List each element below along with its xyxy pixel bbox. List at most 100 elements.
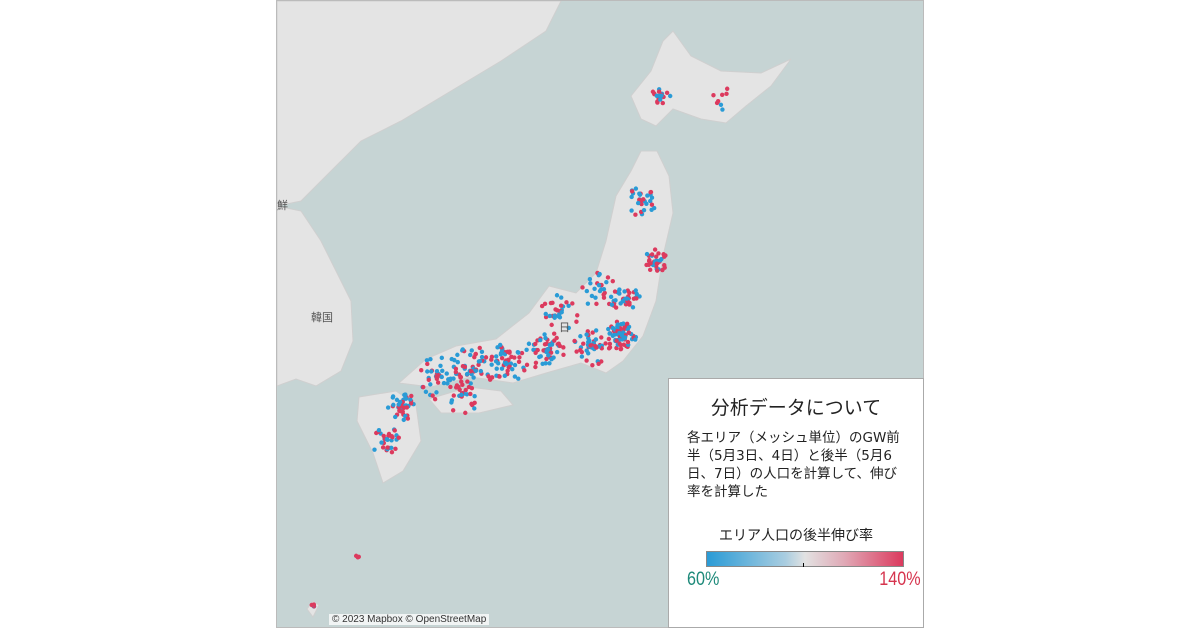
- area-marker: [473, 368, 478, 373]
- area-marker: [622, 289, 627, 294]
- area-marker: [610, 325, 616, 331]
- area-marker: [639, 201, 644, 207]
- area-marker: [468, 368, 474, 374]
- map-view[interactable]: 鮮 韓国 日 © 2023 Mapbox © OpenStreetMap: [276, 0, 924, 628]
- area-marker: [566, 325, 571, 331]
- area-marker: [499, 366, 505, 371]
- area-marker: [621, 321, 626, 326]
- area-marker: [633, 186, 639, 191]
- area-marker: [559, 295, 564, 300]
- area-marker: [543, 311, 548, 317]
- area-marker: [419, 368, 424, 373]
- area-marker: [455, 359, 461, 365]
- area-marker: [593, 328, 599, 333]
- area-marker: [649, 195, 655, 200]
- area-marker: [380, 445, 386, 450]
- area-marker: [661, 252, 666, 257]
- area-marker: [454, 383, 460, 388]
- area-marker: [449, 356, 454, 362]
- area-marker: [648, 190, 653, 195]
- area-marker: [539, 303, 545, 309]
- area-marker: [457, 387, 462, 392]
- area-marker: [579, 354, 585, 359]
- area-marker: [613, 305, 619, 310]
- area-marker: [486, 374, 491, 379]
- area-marker: [558, 303, 564, 308]
- area-marker: [547, 361, 552, 366]
- area-marker: [516, 359, 522, 364]
- area-marker: [463, 410, 468, 416]
- area-marker: [542, 342, 548, 347]
- area-marker: [584, 332, 589, 337]
- legend-midpoint-tick: [803, 563, 804, 567]
- area-marker: [601, 295, 607, 300]
- area-marker: [389, 445, 394, 450]
- area-marker: [644, 251, 650, 257]
- area-marker: [607, 341, 613, 347]
- area-marker: [584, 288, 590, 294]
- area-marker: [503, 360, 509, 366]
- area-marker: [478, 368, 484, 374]
- area-marker: [581, 341, 586, 346]
- area-marker: [516, 376, 521, 381]
- area-marker: [614, 338, 619, 343]
- area-marker: [379, 440, 384, 445]
- area-marker: [561, 352, 566, 357]
- area-marker: [578, 334, 583, 339]
- area-marker: [724, 91, 729, 96]
- area-marker: [465, 379, 470, 384]
- area-marker: [522, 368, 527, 373]
- area-marker: [408, 397, 413, 402]
- area-marker: [421, 384, 426, 390]
- area-marker: [381, 433, 386, 439]
- area-marker: [353, 553, 359, 559]
- area-marker: [658, 97, 663, 102]
- area-marker: [393, 414, 398, 420]
- map-attribution[interactable]: © 2023 Mapbox © OpenStreetMap: [329, 614, 490, 625]
- area-marker: [397, 408, 402, 413]
- map-label-south-korea: 韓国: [311, 311, 333, 324]
- area-marker: [624, 296, 630, 301]
- area-marker: [494, 366, 499, 371]
- area-marker: [633, 288, 638, 293]
- area-marker: [630, 305, 636, 310]
- area-marker: [434, 374, 439, 379]
- area-marker: [394, 397, 400, 403]
- area-marker: [608, 294, 614, 300]
- panel-title: 分析データについて: [710, 397, 882, 419]
- area-marker: [656, 89, 662, 94]
- area-marker: [533, 341, 538, 347]
- map-canvas[interactable]: [277, 1, 924, 628]
- area-marker: [489, 362, 494, 367]
- area-marker: [572, 338, 577, 344]
- area-marker: [516, 350, 521, 355]
- area-marker: [543, 335, 548, 341]
- area-marker: [551, 331, 557, 336]
- area-marker: [559, 310, 564, 315]
- area-marker: [438, 363, 443, 368]
- area-marker: [718, 102, 724, 108]
- area-marker: [451, 393, 456, 398]
- area-marker: [429, 369, 434, 374]
- legend-max-label: 140%: [879, 569, 921, 590]
- area-marker: [498, 350, 504, 356]
- map-label-japan: 日: [559, 321, 570, 334]
- area-marker: [617, 287, 622, 292]
- area-marker: [634, 296, 639, 301]
- area-marker: [449, 398, 455, 403]
- area-marker: [487, 377, 493, 382]
- area-marker: [652, 247, 658, 252]
- area-marker: [533, 364, 538, 370]
- area-marker: [612, 289, 618, 294]
- area-marker: [495, 361, 501, 366]
- area-marker: [724, 86, 730, 91]
- area-marker: [629, 194, 634, 200]
- area-marker: [656, 251, 661, 256]
- area-marker: [425, 369, 430, 374]
- area-marker: [715, 98, 721, 104]
- area-marker: [720, 107, 725, 112]
- area-marker: [590, 330, 595, 335]
- area-marker: [519, 350, 525, 356]
- area-marker: [593, 343, 598, 349]
- area-marker: [649, 202, 655, 207]
